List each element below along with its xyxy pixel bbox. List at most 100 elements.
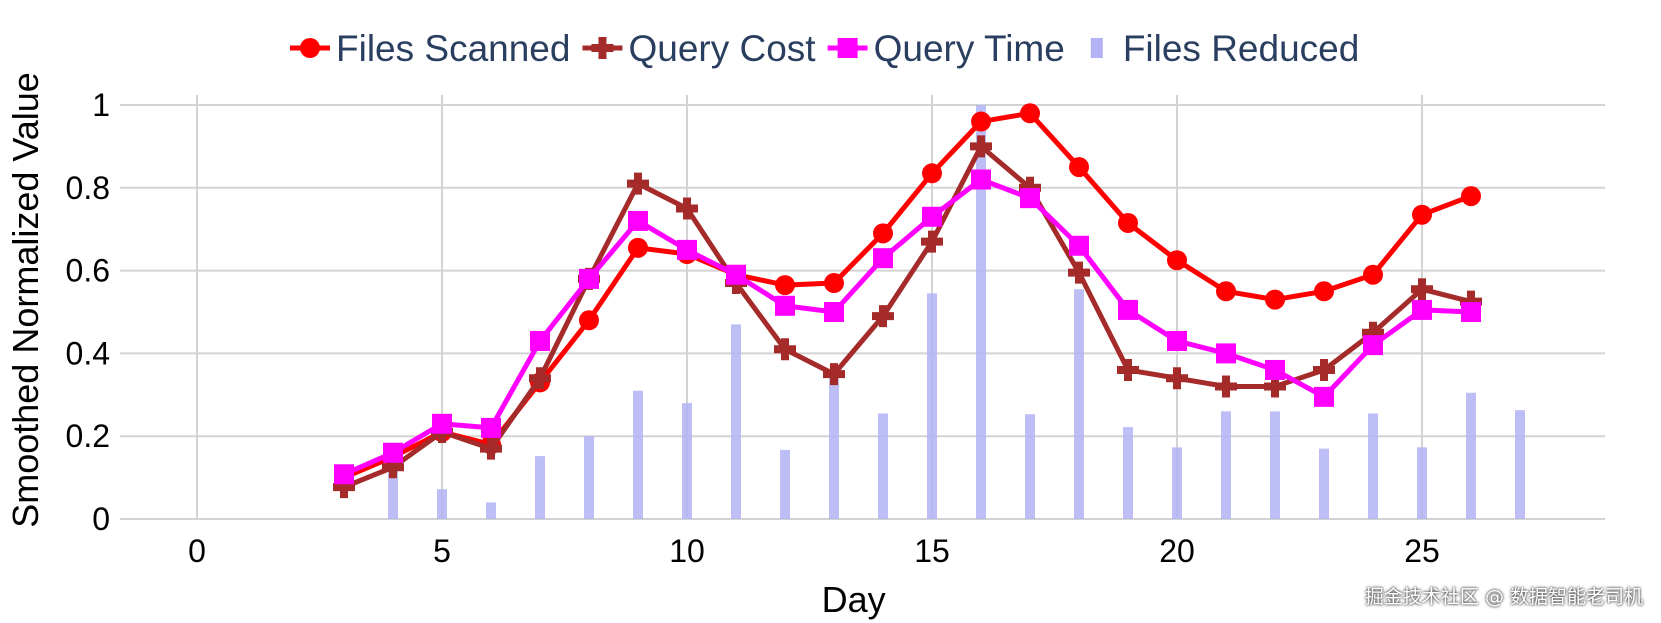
- point-query-time: [1118, 299, 1138, 320]
- point-files-scanned: [1118, 212, 1138, 233]
- y-tick-label: 0: [92, 501, 110, 537]
- point-query-time: [334, 464, 354, 485]
- point-query-cost: [627, 172, 649, 195]
- point-query-cost: [480, 437, 502, 460]
- point-query-cost: [1019, 176, 1041, 199]
- point-files-scanned: [1216, 281, 1236, 302]
- bar-files-reduced: [486, 502, 496, 519]
- legend-marker-query-cost: [591, 37, 614, 59]
- point-files-scanned: [824, 273, 844, 294]
- y-tick-label: 0.4: [66, 335, 110, 371]
- point-query-cost: [382, 456, 404, 479]
- point-query-cost: [1411, 278, 1433, 301]
- point-files-scanned: [1265, 289, 1285, 310]
- bar-files-reduced: [1172, 447, 1182, 519]
- point-files-scanned: [1363, 264, 1383, 285]
- x-tick-label: 10: [669, 533, 705, 569]
- x-tick-label: 25: [1404, 533, 1440, 569]
- point-query-time: [873, 248, 893, 269]
- point-query-cost: [921, 230, 943, 253]
- x-axis-title: Day: [822, 579, 886, 620]
- legend-marker-query-time: [837, 38, 858, 58]
- bar-files-reduced: [1221, 411, 1231, 519]
- legend-label-query-cost: Query Cost: [628, 28, 816, 69]
- point-query-time: [432, 413, 452, 434]
- point-files-scanned: [1020, 103, 1040, 124]
- x-tick-label: 20: [1159, 533, 1195, 569]
- point-query-time: [1069, 235, 1089, 256]
- bar-files-reduced: [1319, 448, 1329, 519]
- point-query-time: [677, 239, 697, 260]
- point-query-cost: [529, 367, 551, 390]
- point-files-scanned: [971, 111, 991, 132]
- point-query-cost: [1166, 367, 1188, 390]
- point-query-cost: [1215, 375, 1237, 398]
- point-query-time: [1363, 335, 1383, 356]
- point-query-time: [1314, 386, 1334, 407]
- point-query-cost: [1460, 290, 1482, 313]
- y-tick-label: 0.6: [66, 253, 110, 289]
- bar-files-reduced: [1368, 413, 1378, 519]
- legend-label-files-reduced: Files Reduced: [1123, 28, 1360, 69]
- bar-files-reduced: [976, 105, 986, 519]
- point-query-time: [1412, 299, 1432, 320]
- bar-files-reduced: [731, 324, 741, 519]
- point-query-cost: [872, 305, 894, 328]
- point-query-time: [530, 330, 550, 351]
- point-query-time: [628, 210, 648, 231]
- bar-files-reduced: [1074, 289, 1084, 519]
- point-query-time: [1265, 359, 1285, 380]
- point-query-time: [971, 169, 991, 190]
- x-tick-label: 5: [433, 533, 451, 569]
- bar-files-reduced: [1515, 410, 1525, 519]
- point-query-time: [481, 417, 501, 438]
- bar-files-reduced: [633, 390, 643, 519]
- bar-files-reduced: [1270, 411, 1280, 519]
- point-files-scanned: [1461, 186, 1481, 207]
- x-tick-label: 15: [914, 533, 950, 569]
- point-files-scanned: [1069, 157, 1089, 178]
- point-query-time: [1461, 302, 1481, 322]
- point-query-time: [383, 442, 403, 463]
- bar-files-reduced: [878, 413, 888, 519]
- legend-label-files-scanned: Files Scanned: [336, 28, 570, 69]
- legend-marker-files-scanned: [300, 38, 320, 58]
- point-files-scanned: [1167, 250, 1187, 271]
- point-query-time: [1216, 343, 1236, 364]
- bar-files-reduced: [584, 436, 594, 519]
- bar-files-reduced: [535, 456, 545, 519]
- point-query-cost: [1362, 321, 1384, 344]
- point-query-cost: [333, 476, 355, 499]
- y-axis-title: Smoothed Normalized Value: [5, 72, 46, 528]
- point-query-cost: [1313, 358, 1335, 381]
- bar-files-reduced: [1025, 414, 1035, 519]
- y-tick-label: 0.8: [66, 170, 110, 206]
- bar-files-reduced: [1417, 447, 1427, 519]
- point-query-cost: [1264, 375, 1286, 398]
- point-files-scanned: [1314, 281, 1334, 302]
- point-query-time: [922, 206, 942, 227]
- bar-files-reduced: [437, 489, 447, 519]
- point-files-scanned: [873, 223, 893, 244]
- y-tick-label: 1: [92, 87, 110, 123]
- point-files-scanned: [628, 237, 648, 258]
- watermark: 掘金技术社区 @ 数据智能老司机: [1364, 586, 1643, 608]
- bar-files-reduced: [388, 469, 398, 519]
- point-query-cost: [676, 197, 698, 220]
- point-files-scanned: [579, 310, 599, 331]
- bar-files-reduced: [1466, 392, 1476, 519]
- point-query-time: [726, 264, 746, 285]
- point-query-cost: [774, 338, 796, 361]
- x-tick-label: 0: [188, 533, 206, 569]
- point-files-scanned: [1412, 204, 1432, 225]
- point-query-cost: [970, 135, 992, 158]
- bar-files-reduced: [1123, 427, 1133, 519]
- point-files-scanned: [775, 275, 795, 296]
- point-query-time: [775, 295, 795, 316]
- line-query-time: [342, 177, 1472, 477]
- point-query-time: [1020, 188, 1040, 209]
- point-query-time: [579, 268, 599, 289]
- bar-files-reduced: [780, 449, 790, 519]
